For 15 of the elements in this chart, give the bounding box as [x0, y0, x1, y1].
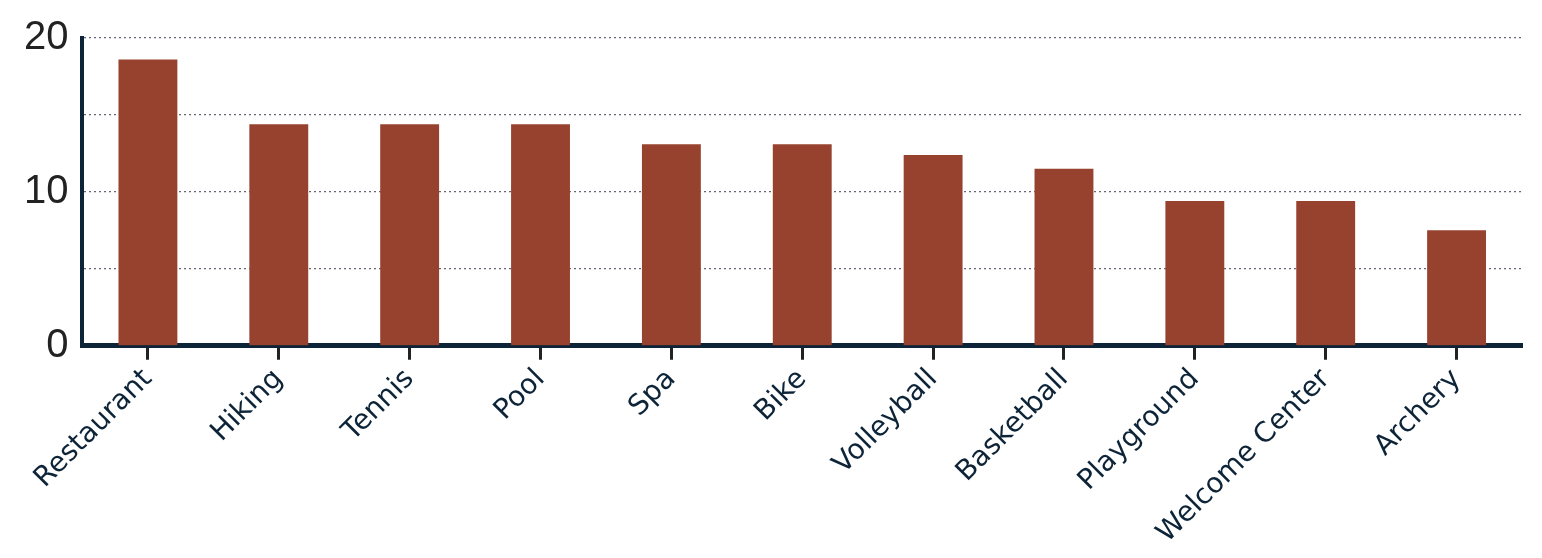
bar	[1165, 201, 1225, 346]
bar	[1034, 168, 1094, 346]
bar	[1427, 230, 1487, 346]
bar	[641, 144, 701, 346]
y-tick-label: 0	[46, 320, 69, 365]
y-tick-label: 10	[23, 166, 69, 211]
bar	[772, 144, 832, 346]
bar	[118, 59, 178, 346]
bar	[511, 124, 570, 346]
y-tick-label: 20	[23, 13, 69, 58]
x-tick-label: Spa	[620, 361, 682, 422]
bar	[1296, 201, 1356, 346]
bar	[903, 154, 963, 346]
bar	[249, 124, 309, 346]
bar	[380, 124, 440, 346]
